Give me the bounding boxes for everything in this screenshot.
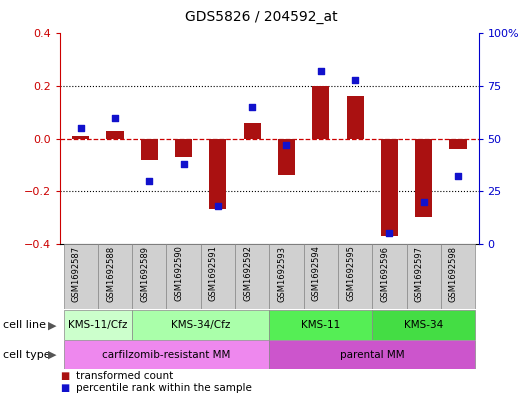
Point xyxy=(351,77,359,83)
Text: parental MM: parental MM xyxy=(340,350,405,360)
Text: GSM1692590: GSM1692590 xyxy=(175,246,184,301)
Bar xyxy=(209,138,226,209)
Text: GSM1692589: GSM1692589 xyxy=(140,246,149,301)
Point xyxy=(385,230,394,236)
Point xyxy=(248,104,256,110)
Bar xyxy=(415,138,432,217)
Bar xyxy=(449,138,467,149)
Text: GDS5826 / 204592_at: GDS5826 / 204592_at xyxy=(185,10,338,24)
Bar xyxy=(304,244,338,309)
Bar xyxy=(278,138,295,175)
Point xyxy=(282,142,291,148)
Bar xyxy=(72,136,89,138)
Text: GSM1692587: GSM1692587 xyxy=(72,246,81,302)
Text: transformed count: transformed count xyxy=(76,371,173,382)
Text: ▶: ▶ xyxy=(48,350,56,360)
Text: GSM1692594: GSM1692594 xyxy=(312,246,321,301)
Bar xyxy=(132,310,269,340)
Text: GSM1692598: GSM1692598 xyxy=(449,246,458,301)
Text: GSM1692596: GSM1692596 xyxy=(380,246,390,301)
Point xyxy=(76,125,85,131)
Bar xyxy=(201,244,235,309)
Point xyxy=(454,173,462,180)
Bar xyxy=(244,123,261,138)
Text: GSM1692592: GSM1692592 xyxy=(243,246,252,301)
Bar xyxy=(141,138,158,160)
Text: KMS-11/Cfz: KMS-11/Cfz xyxy=(68,320,128,330)
Bar xyxy=(347,96,363,138)
Bar xyxy=(166,244,201,309)
Bar xyxy=(338,244,372,309)
Bar xyxy=(269,310,372,340)
Point xyxy=(111,114,119,121)
Text: GSM1692593: GSM1692593 xyxy=(278,246,287,301)
Point xyxy=(214,203,222,209)
Text: GSM1692588: GSM1692588 xyxy=(106,246,115,302)
Text: cell type: cell type xyxy=(3,350,50,360)
Point xyxy=(179,161,188,167)
Bar xyxy=(441,244,475,309)
Bar xyxy=(406,244,441,309)
Bar xyxy=(381,138,398,236)
Text: GSM1692597: GSM1692597 xyxy=(415,246,424,301)
Text: ■: ■ xyxy=(60,371,70,382)
Bar xyxy=(98,244,132,309)
Point xyxy=(419,198,428,205)
Text: GSM1692591: GSM1692591 xyxy=(209,246,218,301)
Bar xyxy=(64,340,269,369)
Bar xyxy=(269,340,475,369)
Text: KMS-34: KMS-34 xyxy=(404,320,444,330)
Bar xyxy=(64,244,98,309)
Text: cell line: cell line xyxy=(3,320,46,331)
Point xyxy=(145,177,153,184)
Text: GSM1692595: GSM1692595 xyxy=(346,246,355,301)
Bar xyxy=(175,138,192,157)
Bar xyxy=(269,244,304,309)
Text: KMS-34/Cfz: KMS-34/Cfz xyxy=(171,320,231,330)
Point xyxy=(316,68,325,74)
Bar xyxy=(372,244,406,309)
Bar xyxy=(312,86,329,138)
Bar xyxy=(107,130,123,138)
Bar xyxy=(132,244,166,309)
Bar xyxy=(64,310,132,340)
Bar xyxy=(235,244,269,309)
Text: ▶: ▶ xyxy=(48,320,56,331)
Text: percentile rank within the sample: percentile rank within the sample xyxy=(76,383,252,393)
Text: KMS-11: KMS-11 xyxy=(301,320,340,330)
Text: carfilzomib-resistant MM: carfilzomib-resistant MM xyxy=(103,350,231,360)
Bar xyxy=(372,310,475,340)
Text: ■: ■ xyxy=(60,383,70,393)
